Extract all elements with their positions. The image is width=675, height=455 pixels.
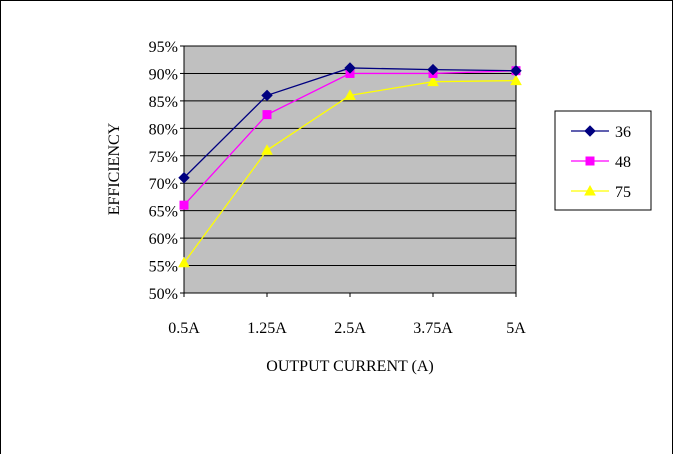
legend-item-48: 48 <box>571 154 631 171</box>
x-axis-label: OUTPUT CURRENT (A) <box>266 358 433 375</box>
data-point-36 <box>344 62 356 74</box>
y-tick-label: 85% <box>149 94 178 111</box>
series-lines <box>178 62 522 268</box>
data-point-75 <box>178 256 190 268</box>
legend-label: 48 <box>615 154 631 171</box>
x-tick-label: 2.5A <box>334 320 366 337</box>
legend-label: 36 <box>615 124 631 141</box>
legend: 36 48 75 <box>554 110 652 211</box>
y-tick-label: 55% <box>149 259 178 276</box>
y-tick-label: 90% <box>149 66 178 83</box>
data-point-36 <box>510 64 522 77</box>
y-axis-ticks: 50% 55% 60% 65% 70% 75% 80% 85% 90% 95% <box>149 39 184 303</box>
data-point-36 <box>178 172 190 184</box>
y-axis-label: EFFICIENCY <box>106 122 123 215</box>
data-point-75 <box>344 89 356 100</box>
y-tick-label: 95% <box>149 39 178 56</box>
data-point-48 <box>262 110 272 120</box>
legend-marker <box>584 125 596 137</box>
data-point-75 <box>510 74 522 86</box>
legend-marker <box>585 156 595 166</box>
plot-area <box>183 45 517 294</box>
y-tick-label: 80% <box>149 121 178 138</box>
gridlines <box>184 72 516 267</box>
legend-item-75: 75 <box>571 184 631 201</box>
series-36 <box>178 62 522 184</box>
data-point-75 <box>261 144 273 155</box>
y-tick-label: 75% <box>149 149 178 166</box>
y-tick-label: 50% <box>149 286 178 303</box>
y-tick-label: 60% <box>149 231 178 248</box>
series-75 <box>178 74 522 268</box>
legend-item-36: 36 <box>571 124 631 141</box>
data-point-36 <box>261 89 273 102</box>
x-tick-label: 5A <box>506 320 526 337</box>
y-tick-label: 65% <box>149 204 178 221</box>
x-tick-label: 3.75A <box>413 320 453 337</box>
legend-marker <box>584 184 596 196</box>
y-tick-label: 70% <box>149 176 178 193</box>
legend-label: 75 <box>615 184 631 201</box>
x-tick-label: 0.5A <box>168 320 200 337</box>
data-point-75 <box>427 75 439 87</box>
x-tick-label: 1.25A <box>247 320 287 337</box>
data-point-36 <box>427 63 439 76</box>
x-axis-ticks: 0.5A 1.25A 2.5A 3.75A 5A <box>168 293 526 337</box>
data-point-48 <box>179 200 189 210</box>
